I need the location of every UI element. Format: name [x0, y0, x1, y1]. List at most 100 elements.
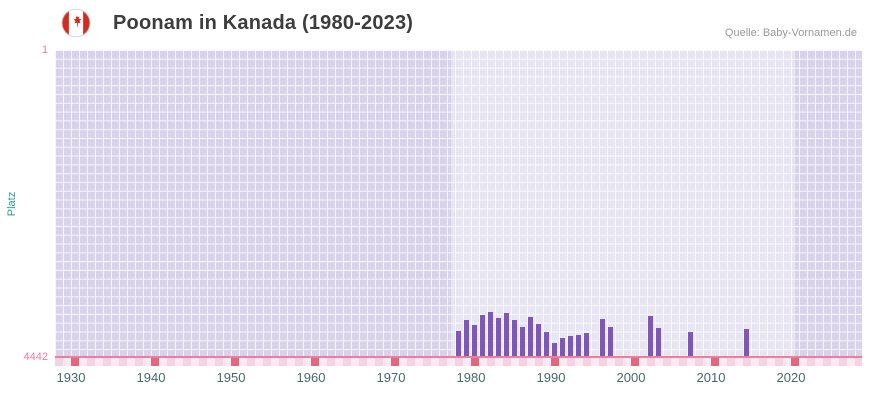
year-strip-cell	[167, 358, 175, 366]
year-strip-cell	[215, 358, 223, 366]
rank-bar[interactable]	[472, 325, 477, 358]
year-strip-cell	[287, 358, 295, 366]
year-strip-cell	[119, 358, 127, 366]
x-tick-label: 1990	[536, 370, 566, 385]
rank-bar[interactable]	[576, 335, 581, 358]
x-axis-line	[55, 356, 862, 358]
x-tick-label: 2000	[616, 370, 646, 385]
data-range-band	[451, 50, 795, 358]
year-strip-cell	[663, 358, 671, 366]
year-strip-cell	[239, 358, 247, 366]
year-strip-cell	[279, 358, 287, 366]
year-strip-cell	[87, 358, 95, 366]
year-strip-cell	[447, 358, 455, 366]
year-strip-cell	[319, 358, 327, 366]
year-strip-cell	[535, 358, 543, 366]
rank-bar[interactable]	[568, 336, 573, 358]
rank-bar[interactable]	[480, 315, 485, 358]
rank-bar[interactable]	[656, 328, 661, 358]
rank-bar[interactable]	[560, 338, 565, 358]
rank-bar[interactable]	[688, 332, 693, 358]
year-strip-cell	[263, 358, 271, 366]
year-strip-cell	[671, 358, 679, 366]
year-strip-cell	[455, 358, 463, 366]
x-tick-label: 1940	[136, 370, 166, 385]
year-strip-cell	[223, 358, 231, 366]
year-strip-cell	[735, 358, 743, 366]
year-strip-cell	[375, 358, 383, 366]
y-axis-label: Platz	[6, 191, 18, 217]
year-strip-cell	[503, 358, 511, 366]
year-strip-cell	[79, 358, 87, 366]
year-strip-cell	[791, 358, 799, 366]
year-strip-cell	[495, 358, 503, 366]
year-strip-cell	[271, 358, 279, 366]
year-strip-cell	[95, 358, 103, 366]
year-strip-cell	[743, 358, 751, 366]
year-strip-cell	[159, 358, 167, 366]
year-strip-cell	[591, 358, 599, 366]
chart-title: Poonam in Kanada (1980-2023)	[113, 12, 414, 34]
year-strip-cell	[823, 358, 831, 366]
x-tick-label: 1930	[56, 370, 86, 385]
year-strip-cell	[575, 358, 583, 366]
year-strip-cell	[207, 358, 215, 366]
year-strip-cell	[679, 358, 687, 366]
year-strip-cell	[431, 358, 439, 366]
year-strip-cell	[439, 358, 447, 366]
rank-bar[interactable]	[536, 324, 541, 358]
year-strip-cell	[407, 358, 415, 366]
year-strip-cell	[855, 358, 862, 366]
year-strip-cell	[687, 358, 695, 366]
year-strip-cell	[703, 358, 711, 366]
year-strip-cell	[567, 358, 575, 366]
year-strip-cell	[839, 358, 847, 366]
year-strip-cell	[559, 358, 567, 366]
year-strip-cell	[327, 358, 335, 366]
x-tick-label: 1960	[296, 370, 326, 385]
year-strip-cell	[479, 358, 487, 366]
year-strip-cell	[143, 358, 151, 366]
rank-bar[interactable]	[504, 313, 509, 358]
rank-bar[interactable]	[600, 319, 605, 358]
year-strip-cell	[255, 358, 263, 366]
rank-bar[interactable]	[528, 317, 533, 358]
rank-bar[interactable]	[744, 329, 749, 358]
rank-bar[interactable]	[552, 343, 557, 358]
year-strip-cell	[111, 358, 119, 366]
rank-bar[interactable]	[608, 327, 613, 358]
rank-bar[interactable]	[520, 327, 525, 358]
year-strip-cell	[711, 358, 719, 366]
rank-bar[interactable]	[544, 332, 549, 358]
year-strip-cell	[807, 358, 815, 366]
year-strip-cell	[351, 358, 359, 366]
year-strip-cell	[103, 358, 111, 366]
x-tick-label: 1980	[456, 370, 486, 385]
year-strip-cell	[727, 358, 735, 366]
year-strip-cell	[63, 358, 71, 366]
bars-layer	[55, 50, 862, 358]
year-strip-cell	[783, 358, 791, 366]
year-strip-cell	[471, 358, 479, 366]
year-strip-cell	[231, 358, 239, 366]
year-strip-cell	[615, 358, 623, 366]
rank-bar[interactable]	[648, 316, 653, 358]
year-strip-cell	[847, 358, 855, 366]
plot-area	[55, 50, 862, 358]
rank-bar[interactable]	[496, 318, 501, 358]
rank-bar[interactable]	[464, 320, 469, 358]
year-strip-cell	[647, 358, 655, 366]
year-strip-cell	[759, 358, 767, 366]
year-strip-cell	[175, 358, 183, 366]
rank-bar[interactable]	[456, 331, 461, 358]
year-strip-cell	[367, 358, 375, 366]
rank-bar[interactable]	[488, 312, 493, 358]
year-strip-cell	[463, 358, 471, 366]
rank-bar[interactable]	[584, 333, 589, 358]
year-strip-cell	[399, 358, 407, 366]
year-strip-cell	[815, 358, 823, 366]
year-strip-cell	[151, 358, 159, 366]
year-strip-cell	[607, 358, 615, 366]
rank-bar[interactable]	[512, 320, 517, 358]
year-strip-cell	[303, 358, 311, 366]
